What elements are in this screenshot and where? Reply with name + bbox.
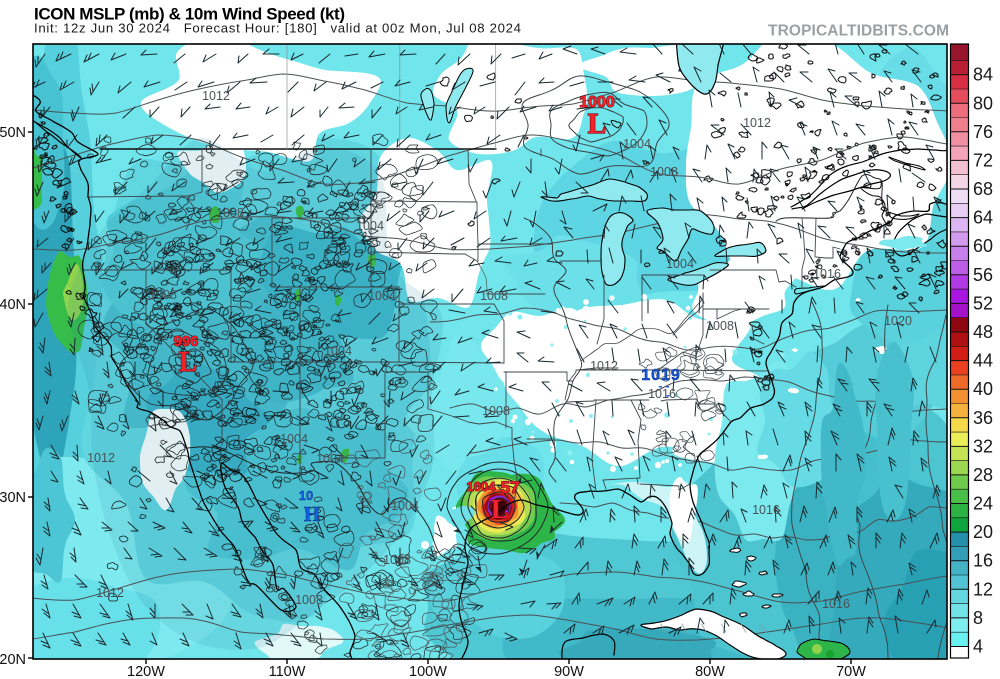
svg-text:24: 24: [973, 494, 993, 514]
svg-text:1004: 1004: [391, 499, 419, 513]
svg-text:1004: 1004: [316, 452, 344, 466]
svg-text:80W: 80W: [695, 664, 725, 679]
svg-text:1004: 1004: [324, 344, 352, 358]
svg-text:1016: 1016: [752, 503, 780, 517]
svg-text:70W: 70W: [836, 664, 866, 679]
svg-text:1008: 1008: [295, 593, 323, 607]
svg-text:H: H: [304, 502, 320, 526]
svg-text:90W: 90W: [554, 664, 584, 679]
svg-text:12: 12: [973, 579, 993, 599]
svg-text:40N: 40N: [0, 297, 26, 313]
svg-text:1004: 1004: [467, 479, 497, 494]
svg-text:32: 32: [973, 436, 993, 456]
svg-text:1004: 1004: [368, 289, 396, 303]
svg-text:60: 60: [973, 236, 993, 256]
svg-text:1020: 1020: [884, 314, 912, 328]
svg-text:TROPICALTIDBITS.COM: TROPICALTIDBITS.COM: [768, 23, 949, 40]
svg-text:1012: 1012: [590, 359, 618, 373]
svg-text:20: 20: [973, 522, 993, 542]
svg-text:120W: 120W: [127, 664, 165, 679]
svg-text:48: 48: [973, 322, 993, 342]
svg-text:16: 16: [973, 551, 993, 571]
svg-text:1012: 1012: [743, 116, 771, 130]
svg-text:1008: 1008: [650, 165, 678, 179]
svg-text:1016: 1016: [648, 387, 676, 401]
svg-text:1012: 1012: [87, 451, 115, 465]
svg-text:1008: 1008: [482, 404, 510, 418]
svg-text:28: 28: [973, 465, 993, 485]
svg-text:1012: 1012: [202, 89, 230, 103]
svg-text:1008: 1008: [216, 206, 244, 220]
svg-text:1016: 1016: [822, 597, 850, 611]
svg-text:110W: 110W: [269, 664, 306, 679]
svg-text:L: L: [588, 109, 607, 140]
svg-text:996: 996: [173, 333, 198, 350]
svg-text:30N: 30N: [0, 490, 26, 506]
svg-text:44: 44: [973, 351, 993, 371]
svg-text:76: 76: [973, 122, 993, 142]
svg-text:64: 64: [973, 208, 993, 228]
svg-text:1008: 1008: [149, 288, 177, 302]
svg-text:1004: 1004: [666, 257, 694, 271]
svg-text:1004: 1004: [280, 432, 308, 446]
svg-text:36: 36: [973, 408, 993, 428]
svg-text:1004: 1004: [356, 219, 384, 233]
svg-text:10: 10: [299, 488, 313, 503]
svg-text:1008: 1008: [480, 289, 508, 303]
svg-text:1016: 1016: [813, 267, 841, 281]
svg-text:1008: 1008: [383, 553, 411, 567]
svg-text:50N: 50N: [0, 125, 26, 141]
svg-text:ICON MSLP (mb) & 10m Wind Spee: ICON MSLP (mb) & 10m Wind Speed (kt): [34, 5, 345, 24]
svg-text:80: 80: [973, 93, 993, 113]
svg-text:1008: 1008: [706, 319, 734, 333]
svg-text:57: 57: [501, 478, 520, 497]
svg-text:4: 4: [973, 637, 983, 657]
svg-text:68: 68: [973, 179, 993, 199]
svg-text:52: 52: [973, 293, 993, 313]
svg-text:100W: 100W: [409, 664, 447, 679]
svg-text:L: L: [179, 347, 198, 378]
svg-text:1012: 1012: [96, 586, 124, 600]
svg-text:-: -: [666, 388, 670, 402]
svg-text:84: 84: [973, 65, 993, 85]
svg-text:1000: 1000: [579, 94, 615, 111]
svg-text:40: 40: [973, 379, 993, 399]
svg-text:72: 72: [973, 150, 993, 170]
svg-text:56: 56: [973, 265, 993, 285]
svg-text:8: 8: [973, 608, 983, 628]
svg-text:1004: 1004: [623, 137, 651, 151]
svg-text:1019: 1019: [641, 367, 681, 384]
svg-text:- -: - -: [658, 379, 669, 393]
svg-text:Init: 12z Jun 30 2024 Foreca: Init: 12z Jun 30 2024 Forecast Hour: [18…: [34, 21, 521, 36]
svg-text:20N: 20N: [0, 652, 26, 668]
svg-text:L: L: [491, 494, 509, 524]
